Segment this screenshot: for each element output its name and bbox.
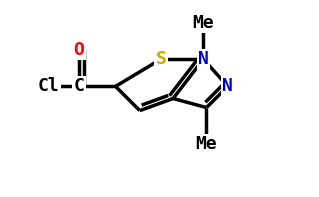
Text: O: O bbox=[74, 41, 85, 59]
Text: S: S bbox=[156, 50, 167, 68]
Text: C: C bbox=[74, 77, 85, 95]
Text: Me: Me bbox=[196, 135, 217, 153]
Text: Me: Me bbox=[193, 14, 214, 32]
Text: N: N bbox=[222, 77, 233, 95]
Text: N: N bbox=[198, 50, 209, 68]
Text: Cl: Cl bbox=[38, 77, 60, 95]
